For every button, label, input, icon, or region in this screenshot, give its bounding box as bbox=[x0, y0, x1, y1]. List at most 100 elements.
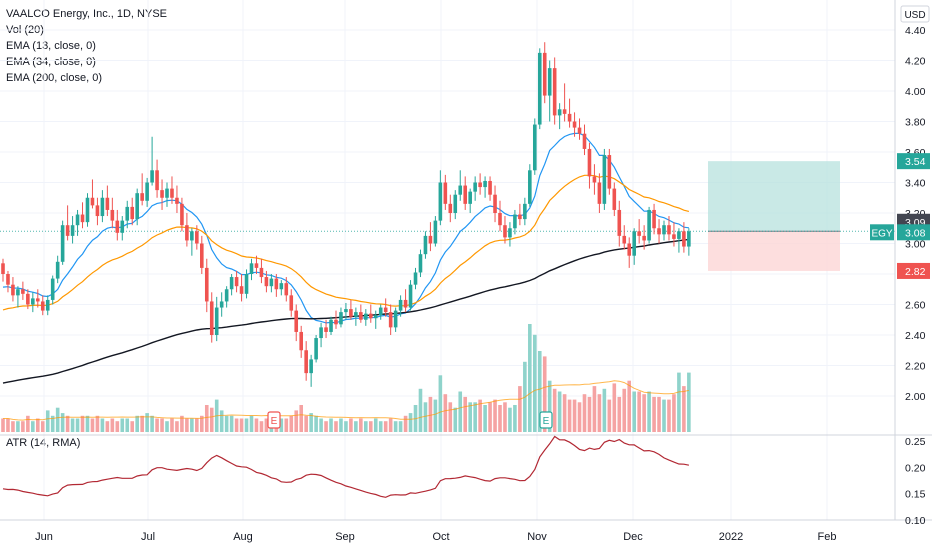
candle bbox=[60, 225, 65, 262]
candle bbox=[433, 220, 438, 244]
candle bbox=[602, 155, 607, 204]
atr-label: ATR (14, RMA) bbox=[6, 437, 81, 449]
volume-bar bbox=[165, 421, 169, 432]
volume-bar bbox=[537, 351, 542, 432]
volume-bar bbox=[433, 399, 438, 432]
volume-bar bbox=[11, 421, 15, 432]
volume-bar bbox=[383, 421, 388, 432]
x-tick-label: Oct bbox=[432, 531, 449, 543]
candle bbox=[170, 188, 174, 198]
legend-ema13: EMA (13, close, 0) bbox=[6, 40, 96, 52]
volume-bar bbox=[483, 405, 487, 432]
volume-bar bbox=[249, 415, 254, 432]
candle bbox=[140, 193, 144, 201]
volume-bar bbox=[209, 407, 214, 432]
candle bbox=[523, 203, 527, 220]
volume-bar bbox=[289, 415, 294, 432]
candle bbox=[463, 185, 468, 204]
volume-bar bbox=[627, 380, 632, 432]
y-tick-label: 3.00 bbox=[905, 239, 926, 251]
candle bbox=[438, 182, 443, 221]
volume-bar bbox=[60, 413, 65, 432]
candle bbox=[398, 299, 403, 311]
candle bbox=[572, 121, 577, 128]
volume-bar bbox=[458, 391, 463, 432]
candle bbox=[145, 182, 149, 201]
candle bbox=[165, 188, 169, 198]
candle bbox=[672, 234, 676, 239]
volume-bar bbox=[50, 415, 55, 432]
candle bbox=[617, 209, 622, 236]
volume-bar bbox=[314, 415, 318, 432]
candle bbox=[473, 182, 477, 192]
candle bbox=[21, 289, 25, 294]
volume-bar bbox=[438, 375, 443, 432]
y-tick-label: 2.00 bbox=[905, 391, 926, 403]
volume-bar bbox=[453, 407, 458, 432]
ema34-line bbox=[2, 174, 690, 311]
volume-bar bbox=[130, 421, 135, 432]
x-tick-label: Feb bbox=[818, 531, 837, 543]
candle bbox=[185, 225, 189, 241]
y-tick-label: 4.40 bbox=[905, 25, 926, 37]
candle bbox=[6, 274, 10, 285]
volume-bar bbox=[349, 418, 353, 432]
volume-bar bbox=[150, 415, 154, 432]
volume-bar bbox=[299, 405, 303, 432]
candle bbox=[259, 267, 264, 278]
price-tag-label: 3.08 bbox=[905, 227, 926, 239]
volume-bar bbox=[115, 421, 120, 432]
volume-bar bbox=[423, 402, 428, 432]
volume-bar bbox=[75, 418, 80, 432]
candle bbox=[518, 214, 522, 220]
candle bbox=[597, 182, 602, 204]
indicator-lines bbox=[2, 132, 690, 384]
volume-bar bbox=[259, 421, 264, 432]
candle bbox=[324, 327, 328, 332]
volume-bar bbox=[309, 413, 313, 432]
candle bbox=[687, 231, 691, 247]
candle bbox=[667, 225, 671, 235]
volume-bar bbox=[344, 421, 348, 432]
candle bbox=[200, 243, 204, 268]
x-tick-label: Nov bbox=[527, 531, 547, 543]
y-tick-label: 3.80 bbox=[905, 117, 926, 129]
candle bbox=[637, 231, 641, 236]
symbol-tag bbox=[870, 224, 894, 241]
atr-line bbox=[2, 435, 690, 498]
volume-bar bbox=[70, 418, 75, 432]
volume-bar bbox=[662, 399, 666, 432]
candle bbox=[344, 309, 348, 313]
candle bbox=[612, 188, 617, 210]
volume-bar bbox=[155, 418, 159, 432]
candle bbox=[468, 191, 472, 204]
candle bbox=[289, 295, 294, 311]
volume-bar bbox=[587, 396, 592, 432]
candle bbox=[329, 319, 333, 332]
volume-bar bbox=[195, 418, 199, 432]
volume-bar bbox=[542, 356, 547, 432]
volume-bar bbox=[85, 415, 90, 432]
candle bbox=[65, 225, 70, 236]
volume-bar bbox=[667, 399, 671, 432]
volume-bar bbox=[26, 415, 30, 432]
candle bbox=[95, 205, 100, 217]
volume-bar bbox=[229, 415, 234, 432]
candle bbox=[498, 213, 502, 226]
volume-bar bbox=[339, 418, 343, 432]
volume-bar bbox=[40, 421, 45, 432]
candle bbox=[627, 243, 632, 256]
candle bbox=[314, 338, 318, 360]
stop-zone bbox=[708, 231, 840, 271]
volume-bar bbox=[418, 388, 423, 432]
candle bbox=[135, 193, 139, 220]
price-tag-label: 2.82 bbox=[905, 266, 926, 278]
candle bbox=[35, 298, 40, 302]
candle bbox=[31, 298, 35, 305]
candle bbox=[75, 214, 80, 226]
volume-bar bbox=[373, 418, 378, 432]
candle bbox=[632, 231, 636, 256]
y-tick-label: 4.00 bbox=[905, 86, 926, 98]
volume-bar bbox=[279, 418, 284, 432]
